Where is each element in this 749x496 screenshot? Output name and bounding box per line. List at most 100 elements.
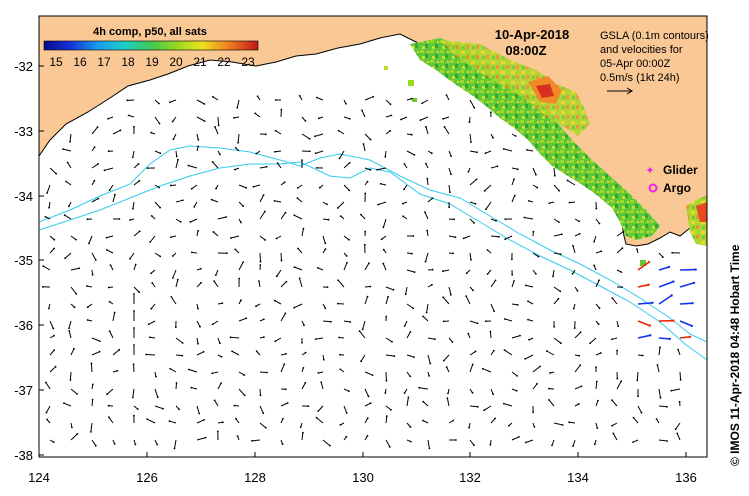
velocity-arrow-head bbox=[411, 252, 413, 255]
velocity-arrow-head bbox=[129, 258, 131, 260]
velocity-arrow-head bbox=[446, 397, 449, 400]
velocity-arrow-head bbox=[329, 444, 331, 447]
velocity-arrow-head bbox=[345, 102, 347, 105]
velocity-arrow bbox=[196, 116, 205, 122]
velocity-arrow-head bbox=[69, 140, 71, 143]
velocity-arrow-head bbox=[86, 319, 89, 321]
velocity-arrow bbox=[382, 263, 387, 271]
velocity-arrow-head bbox=[641, 354, 644, 357]
velocity-arrow-head bbox=[220, 355, 223, 358]
velocity-arrow-head bbox=[46, 418, 48, 421]
velocity-arrow-head bbox=[508, 424, 510, 427]
velocity-arrow bbox=[503, 403, 513, 407]
velocity-arrow-head bbox=[593, 240, 595, 243]
velocity-arrow-head bbox=[94, 259, 97, 261]
velocity-arrow bbox=[658, 405, 667, 408]
velocity-arrow-head bbox=[519, 334, 521, 337]
velocity-arrow-head bbox=[200, 281, 202, 284]
velocity-arrow bbox=[217, 337, 221, 344]
velocity-arrows bbox=[41, 94, 697, 450]
velocity-arrow bbox=[238, 388, 245, 396]
velocity-arrow bbox=[196, 99, 205, 105]
velocity-arrow bbox=[212, 96, 219, 101]
velocity-arrow bbox=[427, 197, 433, 203]
velocity-arrow-head bbox=[97, 197, 100, 200]
velocity-arrow-head bbox=[403, 392, 406, 394]
velocity-arrow-head bbox=[348, 117, 351, 120]
velocity-arrow-head bbox=[688, 335, 692, 338]
velocity-arrow bbox=[679, 320, 693, 327]
velocity-arrow bbox=[616, 247, 623, 254]
velocity-arrow bbox=[174, 439, 177, 449]
velocity-arrow-head bbox=[255, 152, 258, 155]
velocity-arrow bbox=[150, 303, 156, 310]
velocity-arrow bbox=[212, 161, 219, 169]
colorbar-tick: 23 bbox=[241, 55, 255, 69]
velocity-arrow-head bbox=[213, 280, 216, 283]
velocity-arrow bbox=[658, 294, 673, 305]
velocity-arrow bbox=[280, 402, 288, 407]
velocity-arrow bbox=[426, 178, 429, 186]
velocity-arrow bbox=[49, 235, 55, 241]
velocity-arrow-head bbox=[426, 177, 429, 180]
velocity-arrow-head bbox=[264, 426, 267, 429]
velocity-arrow-head bbox=[318, 186, 321, 189]
velocity-arrow bbox=[42, 265, 51, 271]
velocity-arrow bbox=[104, 167, 114, 171]
velocity-arrow-head bbox=[442, 296, 445, 299]
velocity-arrow-head bbox=[636, 379, 639, 382]
velocity-arrow bbox=[446, 398, 450, 407]
velocity-arrow-head bbox=[391, 340, 393, 343]
velocity-arrow-head bbox=[197, 229, 199, 232]
velocity-arrow-head bbox=[384, 155, 387, 158]
lon-tick-132: 132 bbox=[459, 470, 481, 485]
velocity-arrow-head bbox=[108, 416, 110, 419]
velocity-arrow-head bbox=[419, 119, 422, 121]
velocity-arrow bbox=[196, 282, 202, 288]
velocity-arrow-head bbox=[442, 270, 444, 273]
velocity-arrow-head bbox=[214, 126, 216, 128]
velocity-arrow-head bbox=[114, 193, 116, 196]
velocity-arrow-head bbox=[524, 284, 527, 287]
velocity-arrow bbox=[362, 320, 366, 330]
velocity-arrow bbox=[425, 252, 429, 262]
velocity-arrow-head bbox=[380, 238, 383, 241]
velocity-arrow bbox=[259, 422, 267, 429]
velocity-arrow-head bbox=[486, 249, 489, 251]
velocity-arrow bbox=[377, 167, 387, 171]
velocity-arrow-head bbox=[382, 262, 385, 265]
velocity-arrow bbox=[552, 269, 555, 277]
velocity-arrow-head bbox=[162, 407, 164, 410]
velocity-arrow bbox=[294, 214, 303, 220]
velocity-arrow-head bbox=[245, 187, 248, 189]
velocity-arrow bbox=[567, 179, 576, 186]
velocity-arrow-head bbox=[48, 206, 50, 209]
velocity-arrow-head bbox=[647, 260, 651, 264]
colorbar-tick: 19 bbox=[145, 55, 159, 69]
velocity-arrow-head bbox=[63, 214, 66, 217]
velocity-arrow-head bbox=[147, 323, 150, 326]
velocity-arrow bbox=[106, 235, 114, 239]
velocity-arrow-head bbox=[47, 307, 50, 310]
velocity-arrow-head bbox=[421, 102, 423, 105]
velocity-arrow-head bbox=[553, 326, 555, 328]
velocity-arrow-head bbox=[149, 336, 151, 339]
colorbar-tick: 15 bbox=[49, 55, 63, 69]
velocity-arrow bbox=[238, 184, 247, 189]
velocity-arrow-head bbox=[242, 261, 245, 263]
velocity-arrow bbox=[364, 133, 371, 140]
velocity-arrow-head bbox=[348, 189, 351, 192]
velocity-arrow-head bbox=[190, 187, 193, 190]
velocity-arrow bbox=[314, 133, 324, 137]
velocity-arrow-head bbox=[445, 94, 448, 97]
velocity-arrow-head bbox=[308, 137, 311, 140]
velocity-arrow bbox=[106, 388, 114, 395]
velocity-arrow-head bbox=[116, 369, 119, 372]
velocity-arrow-head bbox=[513, 280, 515, 282]
velocity-arrow bbox=[553, 422, 563, 426]
velocity-arrow bbox=[546, 350, 555, 356]
velocity-arrow bbox=[448, 167, 452, 175]
velocity-arrow-head bbox=[536, 186, 539, 189]
velocity-arrow-head bbox=[632, 416, 635, 419]
velocity-arrow-head bbox=[54, 365, 57, 368]
